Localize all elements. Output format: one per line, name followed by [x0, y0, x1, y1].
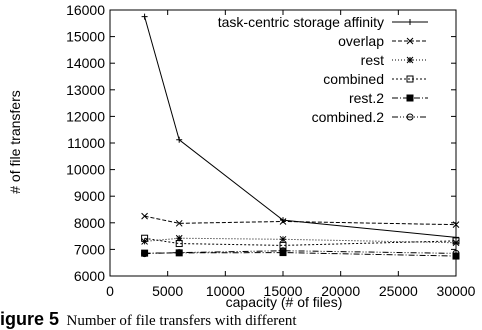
legend-label: task-centric storage affinity [218, 14, 384, 30]
series-2 [141, 212, 460, 229]
series-line [144, 250, 457, 255]
series-6 [141, 247, 460, 258]
series-line [144, 16, 457, 238]
series-line [144, 215, 457, 226]
data-point [452, 249, 460, 257]
legend-label: overlap [338, 33, 384, 49]
y-tick-label: 12000 [66, 108, 105, 124]
y-tick-label: 14000 [66, 55, 105, 71]
data-point [175, 240, 183, 248]
data-point [452, 221, 460, 229]
y-tick-label: 7000 [74, 241, 105, 257]
x-tick-label: 25000 [379, 283, 418, 299]
x-tick-label: 30000 [437, 283, 476, 299]
data-point [175, 219, 183, 227]
data-point [279, 249, 287, 257]
legend-item: combined [323, 71, 428, 87]
legend-label: rest.2 [349, 90, 384, 106]
y-axis: 6000 7000 8000 9000 10000 11000 12000 13000 1400… [66, 2, 456, 284]
y-tick-label: 10000 [66, 162, 105, 178]
y-axis-label: # of file transfers [7, 90, 23, 194]
data-point [406, 37, 414, 45]
legend-item: combined.2 [312, 109, 428, 125]
series-4 [141, 234, 460, 249]
figure-caption-text: Number of file transfers with different [66, 313, 297, 329]
chart: 6000 7000 8000 9000 10000 11000 12000 13000 1400… [7, 2, 476, 310]
data-point [406, 75, 414, 83]
plot-border [109, 9, 457, 277]
legend-item: rest [361, 52, 428, 68]
data-point [406, 94, 414, 102]
data-point [141, 250, 149, 258]
data-point [452, 239, 460, 247]
y-tick-label: 9000 [74, 188, 105, 204]
plot-frame [109, 9, 457, 277]
legend-label: combined.2 [312, 109, 385, 125]
y-tick-label: 13000 [66, 82, 105, 98]
x-axis-label: capacity (# of files) [226, 294, 343, 310]
x-tick-label: 0 [106, 283, 114, 299]
y-tick-label: 15000 [66, 29, 105, 45]
x-tick-label: 5000 [152, 283, 183, 299]
data-point [452, 237, 460, 245]
data-point [175, 234, 183, 242]
data-point [141, 234, 149, 242]
y-tick-label: 8000 [74, 215, 105, 231]
data-point [279, 241, 287, 249]
legend-item: rest.2 [349, 90, 428, 106]
series-line [144, 252, 457, 257]
series-lines [141, 13, 460, 260]
x-tick-label: 15000 [264, 283, 303, 299]
data-point [176, 136, 183, 143]
data-point [279, 218, 287, 225]
legend-label: rest [361, 52, 384, 68]
data-point [407, 19, 413, 25]
data-point [406, 56, 414, 64]
series-line [144, 237, 457, 244]
series-1 [141, 13, 459, 241]
data-point [406, 113, 414, 121]
y-tick-label: 16000 [66, 2, 105, 18]
data-point [175, 249, 183, 257]
data-point [141, 13, 148, 20]
figure-caption: igure 5 Number of file transfers with di… [0, 309, 482, 330]
x-tick-label: 10000 [206, 283, 245, 299]
data-point [141, 212, 148, 220]
data-point [279, 235, 287, 243]
data-point [279, 247, 287, 255]
x-axis: 0 5000 10000 15000 20000 25000 30000 [106, 10, 476, 299]
legend-item: overlap [338, 33, 428, 49]
figure-label: igure 5 [0, 309, 60, 329]
y-tick-label: 11000 [67, 135, 105, 151]
y-tick-label: 6000 [74, 268, 105, 284]
legend: task-centric storage affinity overlap rest… [218, 14, 428, 125]
x-tick-label: 20000 [321, 283, 360, 299]
legend-label: combined [323, 71, 384, 87]
series-line [144, 237, 457, 246]
legend-item: task-centric storage affinity [218, 14, 428, 30]
